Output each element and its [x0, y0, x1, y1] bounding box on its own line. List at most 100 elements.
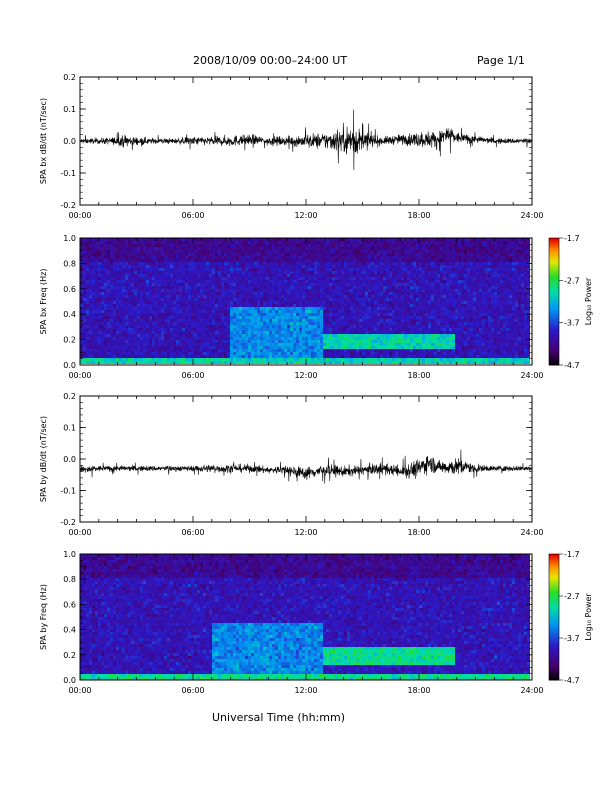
spectrogram-cell — [422, 334, 425, 337]
spectrogram-cell — [206, 238, 209, 241]
spectrogram-cell — [257, 346, 260, 349]
spectrogram-cell — [407, 280, 410, 283]
spectrogram-cell — [248, 325, 251, 328]
spectrogram-cell — [353, 286, 356, 289]
spectrogram-cell — [317, 247, 320, 250]
spectrogram-cell — [326, 355, 329, 358]
spectrogram-cell — [392, 331, 395, 334]
spectrogram-cell — [353, 280, 356, 283]
spectrogram-cell — [191, 313, 194, 316]
spectrogram-cell — [269, 298, 272, 301]
spectrogram-cell — [176, 307, 179, 310]
spectrogram-cell — [146, 292, 149, 295]
spectrogram-cell — [284, 307, 287, 310]
spectrogram-cell — [281, 271, 284, 274]
spectrogram-cell — [164, 268, 167, 271]
spectrogram-cell — [332, 340, 335, 343]
spectrogram-cell — [161, 355, 164, 358]
spectrogram-cell — [278, 328, 281, 331]
spectrogram-cell — [119, 322, 122, 325]
spectrogram-cell — [203, 274, 206, 277]
spectrogram-cell — [188, 244, 191, 247]
spectrogram-cell — [167, 274, 170, 277]
spectrogram-cell — [365, 340, 368, 343]
spectrogram-cell — [200, 280, 203, 283]
spectrogram-cell — [122, 283, 125, 286]
spectrogram-cell — [422, 259, 425, 262]
spectrogram-cell — [167, 265, 170, 268]
spectrogram-cell — [239, 304, 242, 307]
spectrogram-cell — [413, 262, 416, 265]
spectrogram-cell — [368, 337, 371, 340]
spectrogram-cell — [131, 358, 134, 361]
spectrogram-cell — [260, 343, 263, 346]
spectrogram-cell — [221, 328, 224, 331]
spectrogram-cell — [347, 343, 350, 346]
spectrogram-cell — [413, 343, 416, 346]
spectrogram-cell — [152, 322, 155, 325]
spectrogram-cell — [416, 325, 419, 328]
spectrogram-cell — [272, 289, 275, 292]
spectrogram-cell — [356, 244, 359, 247]
spectrogram-cell — [242, 355, 245, 358]
spectrogram-cell — [170, 253, 173, 256]
spectrogram-cell — [92, 316, 95, 319]
spectrogram-cell — [335, 265, 338, 268]
spectrogram-cell — [242, 361, 245, 364]
spectrogram-cell — [383, 283, 386, 286]
spectrogram-cell — [266, 352, 269, 355]
spectrogram-cell — [404, 265, 407, 268]
spectrogram-cell — [104, 322, 107, 325]
spectrogram-cell — [320, 349, 323, 352]
spectrogram-cell — [374, 238, 377, 241]
spectrogram-cell — [194, 361, 197, 364]
spectrogram-cell — [407, 349, 410, 352]
spectrogram-cell — [299, 238, 302, 241]
spectrogram-cell — [320, 271, 323, 274]
spectrogram-cell — [158, 355, 161, 358]
spectrogram-cell — [311, 337, 314, 340]
spectrogram-cell — [185, 322, 188, 325]
spectrogram-cell — [83, 286, 86, 289]
spectrogram-cell — [182, 295, 185, 298]
spectrogram-cell — [281, 259, 284, 262]
spectrogram-cell — [389, 271, 392, 274]
spectrogram-cell — [272, 274, 275, 277]
spectrogram-cell — [404, 352, 407, 355]
spectrogram-cell — [404, 310, 407, 313]
spectrogram-cell — [326, 256, 329, 259]
spectrogram-cell — [200, 310, 203, 313]
spectrogram-cell — [371, 262, 374, 265]
spectrogram-cell — [239, 343, 242, 346]
spectrogram-cell — [161, 268, 164, 271]
spectrogram-cell — [209, 343, 212, 346]
spectrogram-cell — [254, 277, 257, 280]
spectrogram-cell — [245, 244, 248, 247]
spectrogram-cell — [248, 244, 251, 247]
spectrogram-cell — [149, 337, 152, 340]
spectrogram-cell — [125, 301, 128, 304]
spectrogram-cell — [107, 355, 110, 358]
spectrogram-cell — [350, 316, 353, 319]
spectrogram-cell — [404, 316, 407, 319]
spectrogram-cell — [308, 241, 311, 244]
spectrogram-cell — [209, 340, 212, 343]
spectrogram-cell — [185, 280, 188, 283]
spectrogram-cell — [197, 346, 200, 349]
spectrogram-cell — [266, 268, 269, 271]
spectrogram-cell — [122, 322, 125, 325]
spectrogram-cell — [176, 250, 179, 253]
spectrogram-cell — [212, 307, 215, 310]
spectrogram-cell — [161, 322, 164, 325]
spectrogram-cell — [236, 268, 239, 271]
spectrogram-cell — [230, 268, 233, 271]
spectrogram-cell — [422, 247, 425, 250]
spectrogram-cell — [320, 250, 323, 253]
spectrogram-cell — [314, 286, 317, 289]
spectrogram-cell — [89, 322, 92, 325]
spectrogram-cell — [236, 244, 239, 247]
spectrogram-cell — [164, 295, 167, 298]
spectrogram-cell — [143, 361, 146, 364]
spectrogram-cell — [119, 274, 122, 277]
spectrogram-cell — [227, 310, 230, 313]
